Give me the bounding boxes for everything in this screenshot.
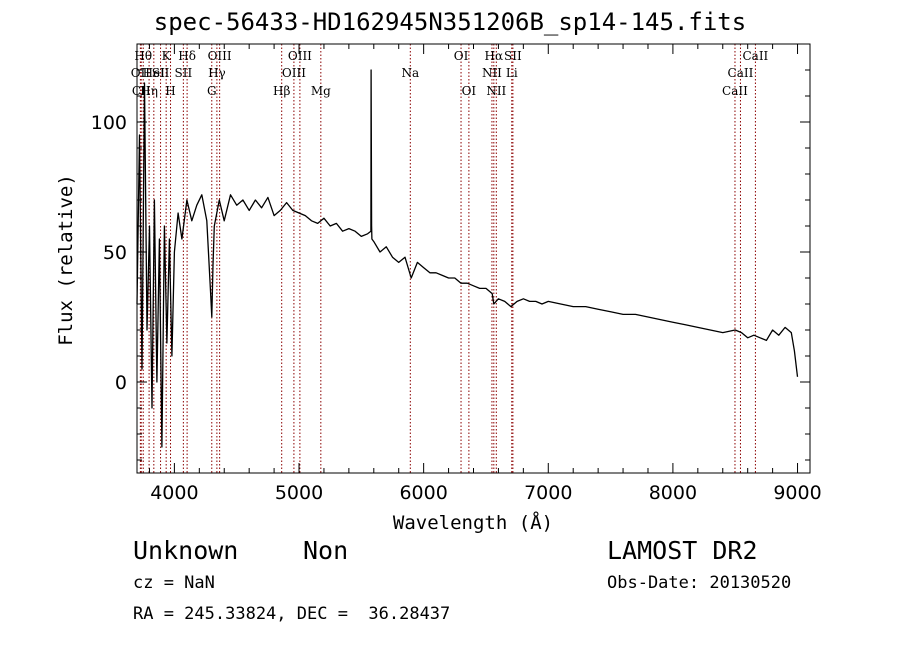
line-marker-label: OIII [288, 49, 312, 63]
line-marker-label: NII [482, 66, 502, 80]
redshift-cz: cz = NaN [133, 573, 215, 593]
x-tick-label: 6000 [399, 482, 447, 504]
x-tick-label: 8000 [649, 482, 697, 504]
line-marker-label: Li [506, 66, 518, 80]
line-marker-label: HeI [143, 66, 166, 80]
axis-tick-labels: 4000 5000 6000 7000 8000 9000 0 50 100 [91, 112, 822, 504]
x-tick-label: 9000 [773, 482, 821, 504]
line-marker-label: SII [504, 49, 522, 63]
line-marker-labels: OIICIIHθHηHeISIIKHSIIHδGHγOIIIHβOIIIOIII… [131, 49, 769, 98]
x-tick-label: 7000 [524, 482, 572, 504]
line-marker-label: SII [175, 66, 193, 80]
chart-title: spec-56433-HD162945N351206B_sp14-145.fit… [153, 8, 747, 36]
survey-name: LAMOST DR2 [607, 536, 758, 565]
line-marker-label: G [207, 84, 217, 98]
y-tick-label: 0 [115, 372, 127, 394]
emission-line-markers [139, 44, 756, 473]
line-marker-label: Hα [485, 49, 504, 63]
line-marker-label: OI [462, 84, 477, 98]
line-marker-label: Hδ [178, 49, 196, 63]
line-marker-label: NII [486, 84, 506, 98]
line-marker-label: OIII [208, 49, 232, 63]
line-marker-label: CaII [728, 66, 754, 80]
line-marker-label: Na [401, 66, 419, 80]
line-marker-label: CaII [722, 84, 748, 98]
object-class: Unknown [133, 536, 239, 565]
x-tick-label: 4000 [150, 482, 198, 504]
line-marker-label: CaII [742, 49, 768, 63]
y-axis-label: Flux (relative) [55, 174, 77, 346]
x-tick-label: 5000 [275, 482, 323, 504]
line-marker-label: Hβ [273, 84, 290, 98]
object-subclass: Non [303, 536, 349, 565]
y-tick-label: 100 [91, 112, 127, 134]
line-marker-label: Mg [311, 84, 331, 98]
spectrum-line [136, 69, 799, 448]
observation-date: Obs-Date: 20130520 [607, 573, 792, 593]
ra-dec-coordinates: RA = 245.33824, DEC = 36.28437 [133, 604, 451, 624]
axis-ticks [137, 43, 810, 473]
line-marker-label: Hγ [208, 66, 226, 80]
line-marker-label: OI [454, 49, 469, 63]
line-marker-label: K [162, 49, 172, 63]
line-marker-label: Hη [140, 84, 158, 98]
line-marker-label: OII [131, 66, 151, 80]
x-axis-label: Wavelength (Å) [393, 511, 553, 534]
plot-frame [136, 43, 811, 474]
line-marker-label: OIII [282, 66, 306, 80]
line-marker-label: SII [152, 66, 170, 80]
line-marker-label: Hθ [134, 49, 152, 63]
y-tick-label: 50 [103, 242, 127, 264]
line-marker-label: CII [132, 84, 151, 98]
line-marker-label: H [165, 84, 175, 98]
